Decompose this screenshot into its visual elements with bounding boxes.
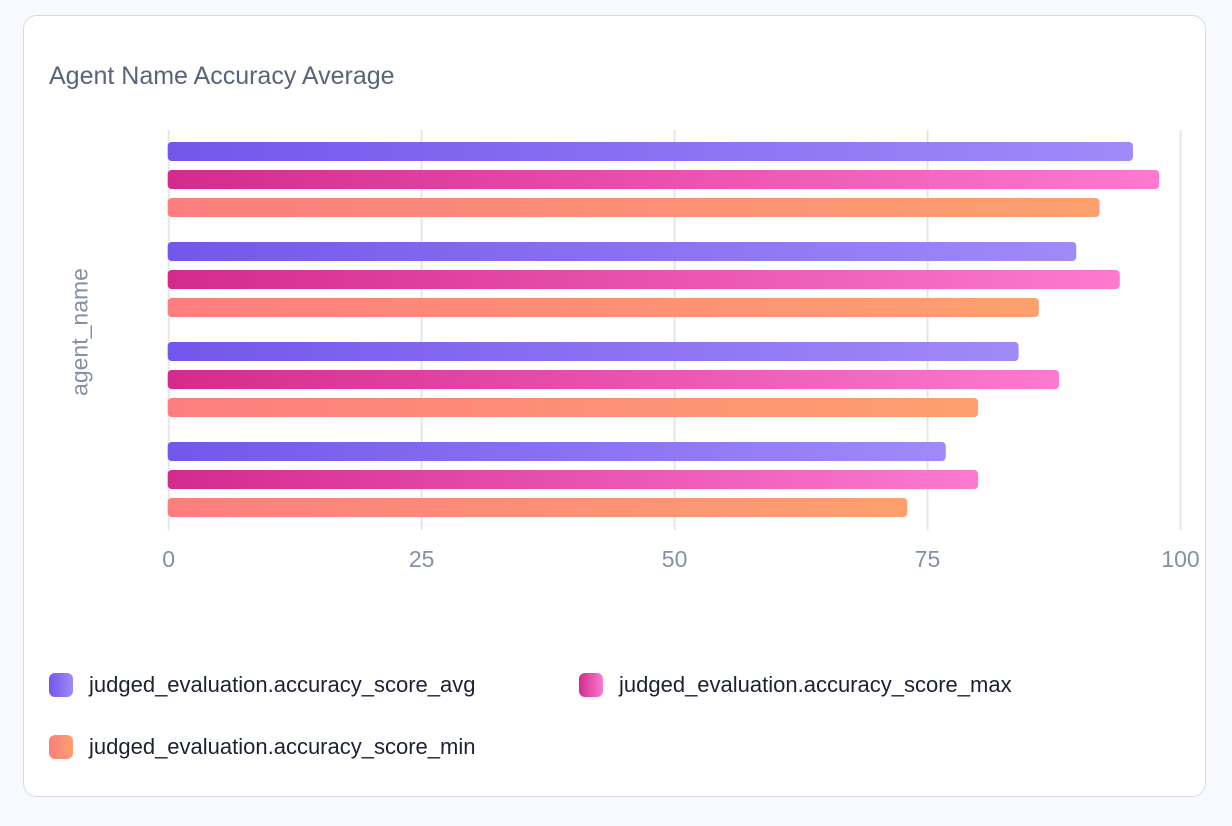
bar-max bbox=[167, 170, 1160, 189]
bar-min bbox=[167, 498, 908, 517]
x-tick-label: 100 bbox=[1161, 546, 1199, 572]
x-tick-label: 25 bbox=[409, 546, 435, 572]
bar-max bbox=[167, 470, 979, 489]
bar-min bbox=[167, 198, 1100, 217]
x-tick-label: 0 bbox=[162, 546, 175, 572]
legend-label: judged_evaluation.accuracy_score_min bbox=[89, 734, 476, 759]
chart-title: Agent Name Accuracy Average bbox=[49, 62, 395, 90]
legend-swatch bbox=[579, 673, 603, 697]
x-tick-label: 50 bbox=[662, 546, 688, 572]
bar-max bbox=[167, 370, 1060, 389]
legend-label: judged_evaluation.accuracy_score_max bbox=[619, 672, 1012, 697]
legend-item[interactable]: judged_evaluation.accuracy_score_avg bbox=[49, 672, 475, 698]
bar-avg bbox=[167, 242, 1077, 261]
legend-swatch bbox=[49, 673, 73, 697]
bar-avg bbox=[167, 442, 946, 461]
bar-min bbox=[167, 398, 979, 417]
legend-swatch bbox=[49, 735, 73, 759]
legend-item[interactable]: judged_evaluation.accuracy_score_max bbox=[579, 672, 1012, 698]
y-axis-label: agent_name bbox=[66, 268, 93, 396]
legend-item[interactable]: judged_evaluation.accuracy_score_min bbox=[49, 734, 475, 760]
legend-label: judged_evaluation.accuracy_score_avg bbox=[89, 672, 476, 697]
bar-max bbox=[167, 270, 1120, 289]
bar-avg bbox=[167, 142, 1133, 161]
bar-min bbox=[167, 298, 1039, 317]
bar-avg bbox=[167, 342, 1019, 361]
x-tick-label: 75 bbox=[915, 546, 941, 572]
